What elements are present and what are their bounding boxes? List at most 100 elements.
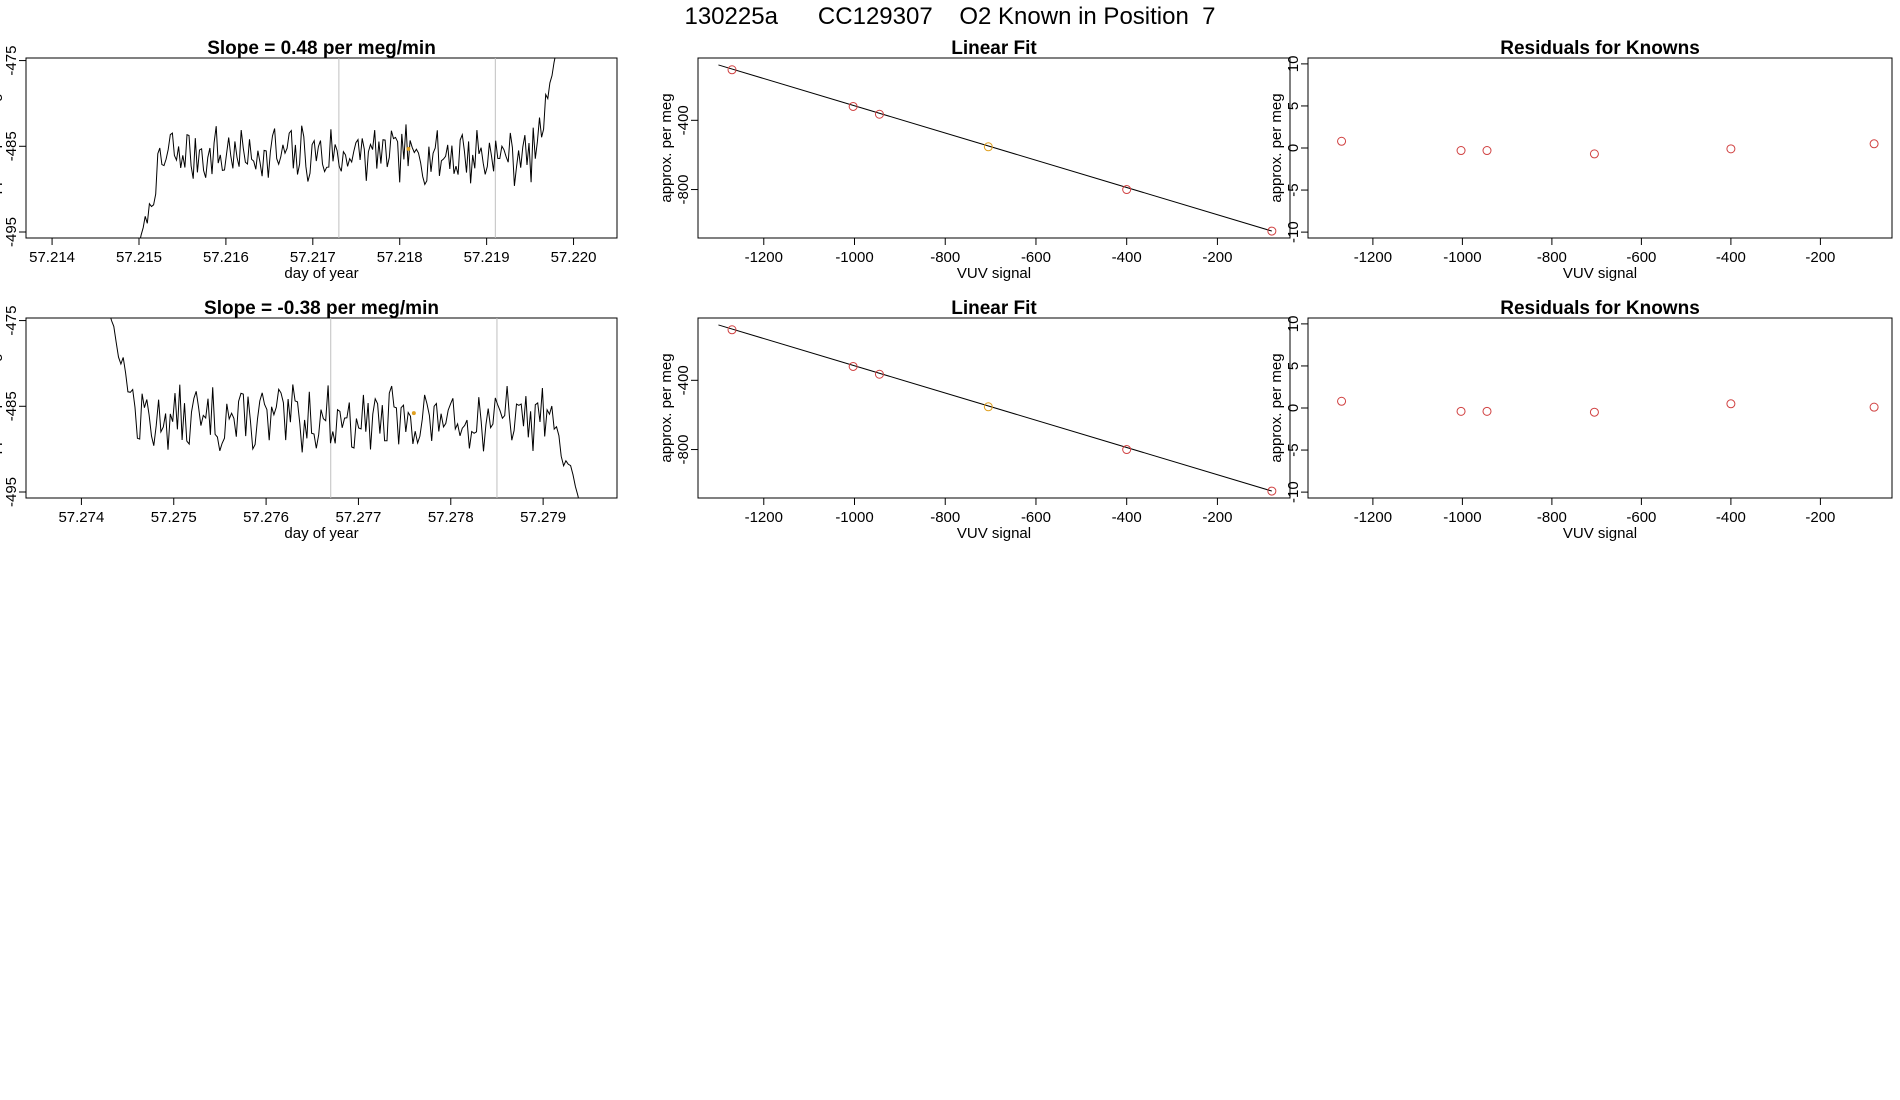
x-tick-label: -1000 — [835, 249, 873, 266]
y-tick-label: -5 — [1285, 443, 1302, 456]
x-tick-label: 57.276 — [243, 509, 289, 526]
chart-title: Residuals for Knowns — [1500, 298, 1700, 319]
chart-panel-4: Slope = -0.38 per meg/min 57.274 57.275 57.… — [0, 298, 618, 542]
x-axis-label: VUV signal — [1563, 265, 1637, 282]
data-point — [874, 369, 884, 379]
y-axis-label: approx. per meg — [1268, 93, 1285, 202]
data-point — [1482, 406, 1492, 416]
x-tick-label: -400 — [1716, 509, 1746, 526]
data-point — [727, 325, 737, 335]
x-tick-label: 57.219 — [464, 249, 510, 266]
chart-title: Slope = 0.48 per meg/min — [207, 38, 436, 59]
y-tick-label: 0 — [1285, 144, 1302, 152]
x-tick-label: 57.278 — [428, 509, 474, 526]
data-trace — [110, 318, 579, 498]
chart-panel-3: Residuals for Knowns -1200 -1000 -800 -600 -4… — [1268, 38, 1893, 282]
y-tick-label: -800 — [675, 175, 692, 205]
y-tick-label: -495 — [3, 477, 20, 507]
data-point — [848, 101, 858, 111]
x-tick-label: -800 — [930, 249, 960, 266]
x-axis-label: VUV signal — [957, 265, 1031, 282]
y-tick-label: -495 — [3, 217, 20, 247]
data-point — [983, 142, 993, 152]
data-point — [1337, 396, 1347, 406]
plot-frame — [1307, 57, 1893, 239]
data-point — [848, 361, 858, 371]
x-tick-label: -400 — [1112, 509, 1142, 526]
data-point — [1482, 146, 1492, 156]
data-point — [983, 402, 993, 412]
chart-panel-6: Residuals for Knowns -1200 -1000 -800 -600 -4… — [1268, 298, 1893, 542]
data-point — [1589, 407, 1599, 417]
x-tick-label: 57.216 — [203, 249, 249, 266]
y-tick-label: -475 — [3, 306, 20, 336]
chart-title: Slope = -0.38 per meg/min — [204, 298, 439, 319]
x-tick-label: -600 — [1626, 509, 1656, 526]
x-axis-label: day of year — [284, 525, 358, 542]
x-tick-label: -1000 — [835, 509, 873, 526]
y-axis-label: approx. per meg — [0, 93, 3, 202]
chart-panel-2: Linear Fit -1200 -1000 -800 -600 -400 -200 VUV … — [658, 38, 1291, 282]
chart-title: Linear Fit — [951, 38, 1037, 59]
data-point — [1726, 144, 1736, 154]
y-tick-label: 10 — [1285, 56, 1302, 73]
y-tick-label: -10 — [1285, 221, 1302, 243]
chart-panel-5: Linear Fit -1200 -1000 -800 -600 -400 -200 VUV … — [658, 298, 1291, 542]
x-tick-label: -600 — [1021, 249, 1051, 266]
x-tick-label: -800 — [1537, 249, 1567, 266]
fit-line — [718, 324, 1272, 492]
x-tick-label: -200 — [1202, 249, 1232, 266]
y-tick-label: -485 — [3, 391, 20, 421]
y-tick-label: -400 — [675, 365, 692, 395]
x-tick-label: 57.214 — [29, 249, 75, 266]
plot-data — [110, 318, 579, 498]
data-point — [1122, 185, 1132, 195]
y-axis-label: approx. per meg — [658, 93, 675, 202]
x-tick-label: 57.277 — [335, 509, 381, 526]
x-axis-label: day of year — [284, 265, 358, 282]
highlight-point — [406, 146, 411, 151]
data-point — [1456, 146, 1466, 156]
x-tick-label: -1000 — [1443, 249, 1481, 266]
data-point — [1456, 406, 1466, 416]
x-tick-label: -1200 — [745, 509, 783, 526]
plot-frame — [1307, 317, 1893, 499]
y-axis-label: approx. per meg — [1268, 353, 1285, 462]
data-point — [874, 109, 884, 119]
data-point — [1589, 149, 1599, 159]
chart-panel-1: Slope = 0.48 per meg/min 57.214 57.215 57.2… — [0, 38, 618, 282]
x-axis-label: VUV signal — [1563, 525, 1637, 542]
x-tick-label: -800 — [930, 509, 960, 526]
x-tick-label: -1200 — [1354, 249, 1392, 266]
x-tick-label: -1200 — [745, 249, 783, 266]
plot-data — [718, 324, 1277, 496]
y-axis-label: approx. per meg — [0, 353, 3, 462]
plot-data — [1337, 136, 1879, 159]
data-point — [1122, 445, 1132, 455]
data-point — [1337, 136, 1347, 146]
y-axis-label: approx. per meg — [658, 353, 675, 462]
x-tick-label: -1000 — [1443, 509, 1481, 526]
y-tick-label: 0 — [1285, 404, 1302, 412]
data-point — [1869, 402, 1879, 412]
x-tick-label: 57.279 — [520, 509, 566, 526]
x-tick-label: -400 — [1112, 249, 1142, 266]
x-tick-label: -200 — [1805, 509, 1835, 526]
highlight-point — [411, 411, 416, 416]
x-tick-label: 57.274 — [58, 509, 104, 526]
plot-data — [139, 58, 556, 238]
chart-title: Residuals for Knowns — [1500, 38, 1700, 59]
data-trace — [139, 58, 556, 238]
plot-data — [1337, 396, 1879, 417]
y-tick-label: -800 — [675, 435, 692, 465]
x-tick-label: -200 — [1805, 249, 1835, 266]
y-tick-label: -10 — [1285, 481, 1302, 503]
x-tick-label: 57.220 — [551, 249, 597, 266]
fit-line — [718, 64, 1272, 232]
x-tick-label: 57.215 — [116, 249, 162, 266]
x-tick-label: 57.275 — [151, 509, 197, 526]
plot-data — [718, 64, 1277, 236]
y-tick-label: 5 — [1285, 362, 1302, 370]
plot-frame — [25, 317, 618, 499]
